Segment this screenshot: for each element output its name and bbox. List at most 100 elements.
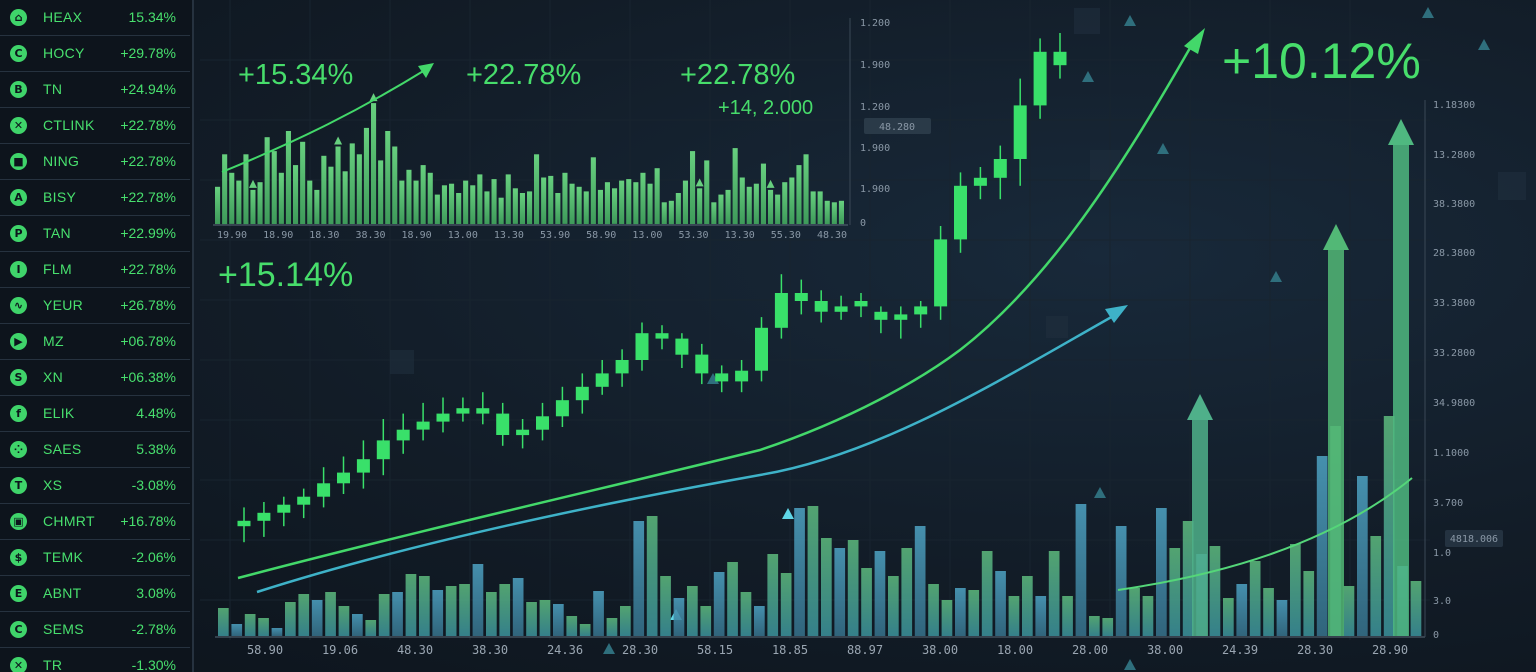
ticker-row-temk[interactable]: $ TEMK -2.06% <box>0 540 190 576</box>
mini-x-tick: 53.30 <box>678 230 708 241</box>
ticker-row-heax[interactable]: ⌂ HEAX 15.34% <box>0 0 190 36</box>
cross-link-icon: ✕ <box>10 117 27 134</box>
dollar-icon: $ <box>10 549 27 566</box>
ticker-row-xs[interactable]: T XS -3.08% <box>0 468 190 504</box>
main-x-tick: 24.36 <box>547 643 583 657</box>
volume-bar <box>861 568 872 636</box>
main-x-tick: 28.00 <box>1072 643 1108 657</box>
mini-y-tick: 1.900 <box>860 60 890 71</box>
mini-price-tag-bg <box>864 118 931 134</box>
ticker-row-saes[interactable]: ⁘ SAES 5.38% <box>0 432 190 468</box>
mini-bar <box>725 189 731 224</box>
deco-triangle <box>1157 143 1169 154</box>
ticker-row-hocy[interactable]: C HOCY +29.78% <box>0 36 190 72</box>
mini-y-tick: 0 <box>860 218 866 229</box>
main-y-tick: 33.2800 <box>1433 348 1475 359</box>
candle-body <box>476 408 490 414</box>
ticker-row-ning[interactable]: ■ NING +22.78% <box>0 144 190 180</box>
mini-bar <box>491 179 497 225</box>
main-x-tick: 24.39 <box>1222 643 1258 657</box>
ticker-symbol: SAES <box>43 441 82 457</box>
mini-bar <box>363 127 369 224</box>
mini-bar <box>413 180 419 224</box>
main-x-tick: 18.85 <box>772 643 808 657</box>
trend-line-mini <box>221 69 426 173</box>
mini-bar <box>548 175 554 224</box>
volume-bar <box>1129 588 1140 636</box>
deco-triangle <box>782 508 794 519</box>
ticker-symbol: YEUR <box>43 297 84 313</box>
mini-bar <box>626 179 632 225</box>
ticker-row-yeur[interactable]: ∿ YEUR +26.78% <box>0 288 190 324</box>
candle-body <box>516 429 530 436</box>
mini-bar <box>243 154 249 225</box>
volume-bar <box>553 604 564 636</box>
ticker-row-chmrt[interactable]: ▣ CHMRT +16.78% <box>0 504 190 540</box>
f-icon: f <box>10 405 27 422</box>
main-y-tick: 1.18300 <box>1433 100 1475 111</box>
mini-y-tick: 1.900 <box>860 184 890 195</box>
volume-bar <box>1048 551 1060 636</box>
mini-bar <box>271 151 277 224</box>
ticker-change: 4.48% <box>136 405 176 421</box>
mini-price-tag-text: 48.280 <box>879 122 915 133</box>
ticker-change: +24.94% <box>120 81 176 97</box>
volume-bar <box>700 606 712 636</box>
main-y-tick: 0 <box>1433 630 1439 641</box>
volume-bar <box>740 592 752 636</box>
coin-t-icon: T <box>10 477 27 494</box>
mini-bar <box>505 174 511 224</box>
ticker-symbol: MZ <box>43 333 64 349</box>
coin-c-icon: C <box>10 45 27 62</box>
volume-bar <box>1410 581 1422 636</box>
mini-bar <box>264 137 270 224</box>
volume-bar <box>499 584 511 636</box>
ticker-row-tan[interactable]: P TAN +22.99% <box>0 216 190 252</box>
mini-bar <box>597 189 603 224</box>
main-x-tick: 58.15 <box>697 643 733 657</box>
candle-body <box>993 159 1007 178</box>
mini-bar <box>257 182 263 225</box>
ticker-row-mz[interactable]: ▶ MZ +06.78% <box>0 324 190 360</box>
ticker-row-tr[interactable]: ✕ TR -1.30% <box>0 648 190 672</box>
volume-bar <box>365 620 377 636</box>
ticker-row-bisy[interactable]: A BISY +22.78% <box>0 180 190 216</box>
ticker-row-ctlink[interactable]: ✕ CTLINK +22.78% <box>0 108 190 144</box>
ticker-row-xn[interactable]: S XN +06.38% <box>0 360 190 396</box>
volume-bar <box>1102 618 1114 636</box>
volume-bar <box>1290 544 1301 636</box>
main-y-tick: 3.700 <box>1433 498 1463 509</box>
candle-body <box>735 370 749 382</box>
candle-body <box>317 483 331 497</box>
mini-bar <box>583 191 589 224</box>
mini-bar <box>356 154 362 225</box>
coin-p-icon: P <box>10 225 27 242</box>
mini-bar <box>477 174 483 224</box>
ticker-row-abnt[interactable]: E ABNT 3.08% <box>0 576 190 612</box>
candle-body <box>555 400 569 417</box>
volume-bar <box>901 548 913 636</box>
ticker-symbol: HOCY <box>43 45 85 61</box>
mini-x-tick: 13.30 <box>494 230 524 241</box>
volume-bar <box>633 521 645 636</box>
mini-bar <box>562 172 568 224</box>
ticker-row-sems[interactable]: C SEMS -2.78% <box>0 612 190 648</box>
mini-bar <box>760 163 766 225</box>
volume-bar <box>419 576 430 636</box>
mini-bar-marker <box>334 136 343 145</box>
main-y-tick: 1.1000 <box>1433 448 1469 459</box>
mini-bar <box>385 131 391 224</box>
volume-bar <box>1236 584 1248 636</box>
volume-bar <box>847 540 859 636</box>
mini-bar <box>668 200 674 225</box>
trend-line-lower-right <box>1117 477 1413 591</box>
ticker-row-flm[interactable]: I FLM +22.78% <box>0 252 190 288</box>
ticker-row-elik[interactable]: f ELIK 4.48% <box>0 396 190 432</box>
volume-bar <box>1115 526 1127 636</box>
volume-bar <box>1303 571 1315 636</box>
ticker-row-tn[interactable]: B TN +24.94% <box>0 72 190 108</box>
volume-bar <box>1383 416 1395 636</box>
ticker-symbol: ABNT <box>43 585 82 601</box>
volume-bar <box>1035 596 1047 636</box>
volume-bar <box>392 592 403 636</box>
